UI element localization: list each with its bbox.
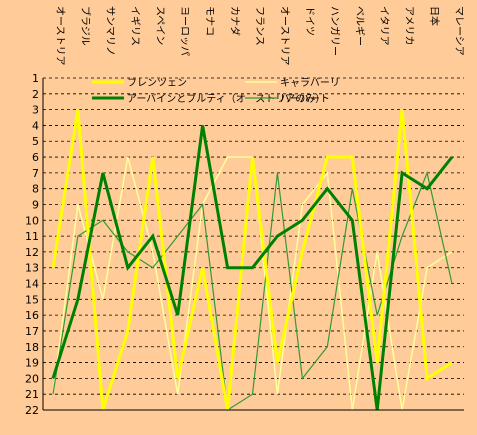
y-tick-label: 16 [25,309,39,322]
category-label: モナコ [204,6,216,36]
y-tick-label: 4 [32,119,39,132]
axes [42,78,464,411]
legend-label: アーバインとブルティ（オーストリアのみ） [127,92,325,105]
y-tick-label: 20 [25,372,39,385]
category-label: ベルギー [353,6,365,46]
category-label: ハンガリー [328,6,340,56]
y-tick-label: 5 [32,135,39,148]
category-label: カナダ [229,6,242,36]
y-tick-label: 9 [32,198,39,211]
y-tick-label: 11 [25,230,39,243]
series-lines [51,109,454,412]
category-label: アメリカ [403,6,415,46]
category-label: 日本 [428,6,441,26]
y-tick-label: 7 [32,167,39,180]
y-tick-label: 22 [25,404,39,417]
legend-label: キャラバーリ [280,77,340,89]
y-tick-label: 6 [32,151,39,164]
y-tick-label: 15 [25,293,39,306]
y-tick-label: 8 [32,183,39,196]
series-line-0 [51,109,453,411]
category-label: サンマリノ [104,6,116,56]
category-label: マレーシア [453,6,464,56]
category-label: オーストリア [54,6,66,66]
y-tick-label: 1 [32,72,39,85]
y-tick-label: 17 [25,325,39,338]
y-tick-label: 3 [32,104,39,117]
y-tick-label: 14 [25,278,39,291]
series-line-2 [51,125,454,411]
category-label: スペイン [154,6,165,45]
category-label: イギリス [129,6,141,46]
y-tick-label: 19 [25,357,39,370]
y-tick-label: 18 [25,341,39,354]
category-label: ブラジル [79,6,92,46]
y-tick-label: 21 [25,388,39,401]
category-label: ヨーロッパ [179,6,191,56]
y-tick-label: 10 [25,214,39,227]
category-labels: オーストリア ブラジル サンマリノ イギリス スペイン ヨーロッパ モナコ カナダ フランス オー… [54,6,464,66]
y-tick-label: 2 [32,88,39,101]
category-label: ドイツ [303,6,314,36]
category-label: イタリア [378,6,390,46]
legend-label: ハーバート [280,93,330,105]
legend-label: フレンツェン [127,78,187,89]
category-label: オーストリア [278,6,290,66]
y-tick-label: 12 [25,246,39,259]
y-tick-label: 13 [25,262,39,275]
category-label: フランス [254,6,266,46]
